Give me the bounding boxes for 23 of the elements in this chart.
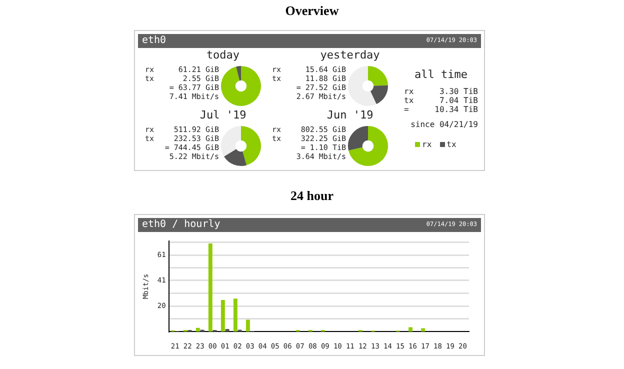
bar [208,243,212,332]
text: since 04/21/19 [410,120,479,129]
text: rx 3.30 TiB [404,87,478,96]
chart-subtitle: eth0 / hourly [142,218,220,232]
chart-title: 24 hour [290,188,334,204]
text: Overview [284,3,340,19]
chart-title: yesterday [320,48,380,62]
text: = 10.34 TiB [404,105,478,114]
text: eth0 [142,34,166,48]
legend-label: rx [422,140,432,149]
bar [225,328,230,332]
text: tx 7.04 TiB [404,96,478,105]
chart-title: today [206,48,240,62]
bar [233,298,238,332]
chart-title: Jun '19 [326,108,374,122]
text: all time [414,68,468,81]
bar [196,328,200,332]
chart-title: Jul '19 [200,108,246,122]
legend-label: tx [446,140,456,149]
bar [246,320,250,332]
bar [421,328,426,332]
bar [220,300,225,332]
bar [408,327,412,332]
